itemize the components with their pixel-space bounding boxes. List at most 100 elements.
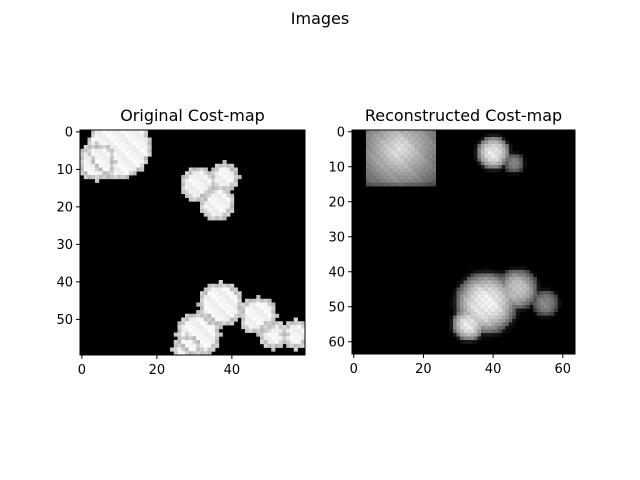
- costmap-cell: [526, 291, 531, 295]
- costmap-cell: [98, 167, 103, 172]
- costmap-cell: [508, 154, 513, 159]
- costmap-cell: [487, 291, 492, 295]
- costmap-cell: [383, 154, 388, 159]
- costmap-cell: [203, 351, 208, 356]
- costmap-cell: [519, 287, 524, 292]
- costmap-cell: [203, 343, 208, 348]
- costmap-cell: [140, 148, 145, 153]
- costmap-cell: [286, 325, 291, 330]
- costmap-cell: [226, 302, 231, 307]
- costmap-cell: [494, 161, 499, 166]
- costmap-cell: [222, 201, 227, 206]
- costmap-cell: [369, 130, 374, 134]
- costmap-cell: [466, 273, 471, 278]
- costmap-cell: [449, 322, 454, 327]
- costmap-cell: [418, 161, 423, 166]
- costmap-cell: [372, 175, 377, 180]
- costmap-cell: [508, 147, 513, 152]
- costmap-cell: [200, 186, 205, 191]
- costmap-cell: [522, 301, 527, 306]
- costmap-cell: [484, 154, 489, 159]
- costmap-cell: [418, 175, 423, 180]
- costmap-cell: [480, 333, 485, 337]
- costmap-cell: [211, 302, 216, 307]
- costmap-cell: [121, 137, 126, 142]
- costmap-cell: [211, 205, 216, 210]
- costmap-cell: [533, 287, 538, 292]
- costmap-cell: [466, 305, 471, 309]
- costmap-cell: [519, 301, 524, 306]
- costmap-cell: [515, 308, 520, 313]
- costmap-cell: [428, 137, 433, 141]
- costmap-cell: [222, 298, 227, 303]
- costmap-cell: [543, 301, 548, 306]
- costmap-cell: [460, 277, 464, 281]
- costmap-cell: [484, 277, 489, 281]
- costmap-cell: [192, 171, 197, 176]
- costmap-cell: [218, 190, 223, 195]
- costmap-cell: [463, 322, 468, 327]
- costmap-cell: [501, 161, 506, 166]
- costmap-cell: [188, 171, 193, 176]
- costmap-cell: [203, 186, 208, 191]
- costmap-cell: [515, 280, 520, 285]
- costmap-cell: [121, 133, 126, 138]
- costmap-cell: [383, 137, 388, 141]
- costmap-cell: [215, 321, 220, 326]
- costmap-cell: [365, 168, 370, 173]
- costmap-cell: [498, 154, 503, 159]
- costmap-cell: [376, 147, 381, 152]
- costmap-cell: [550, 298, 555, 302]
- costmap-cell: [267, 340, 272, 345]
- costmap-cell: [466, 287, 471, 292]
- costmap-cell: [301, 321, 306, 326]
- costmap-cell: [125, 145, 130, 150]
- costmap-cell: [463, 329, 468, 334]
- costmap-cell: [203, 208, 208, 213]
- costmap-cell: [453, 308, 457, 313]
- costmap-cell: [215, 317, 220, 322]
- costmap-cell: [512, 319, 517, 323]
- costmap-cell: [365, 175, 370, 180]
- costmap-cell: [207, 205, 212, 210]
- costmap-cell: [411, 172, 416, 176]
- costmap-cell: [463, 291, 468, 295]
- costmap-cell: [480, 270, 485, 274]
- costmap-cell: [411, 158, 416, 162]
- costmap-cell: [428, 175, 433, 180]
- costmap-cell: [494, 144, 499, 148]
- costmap-cell: [207, 317, 212, 322]
- costmap-cell: [196, 317, 201, 322]
- costmap-cell: [185, 347, 190, 352]
- costmap-cell: [498, 277, 503, 281]
- costmap-cell: [181, 186, 186, 191]
- costmap-cell: [498, 165, 503, 169]
- costmap-cell: [173, 351, 178, 356]
- costmap-cell: [470, 270, 475, 274]
- costmap-cell: [543, 291, 548, 295]
- costmap-cell: [192, 193, 197, 198]
- costmap-cell: [432, 165, 437, 169]
- costmap-cell: [177, 347, 182, 352]
- costmap-cell: [185, 193, 190, 198]
- costmap-cell: [383, 161, 388, 166]
- costmap-cell: [248, 317, 253, 322]
- costmap-cell: [407, 151, 412, 155]
- costmap-cell: [522, 277, 527, 281]
- costmap-cell: [80, 171, 85, 176]
- costmap-cell: [267, 298, 272, 303]
- y-tick-label: 20: [56, 200, 73, 215]
- costmap-cell: [260, 313, 265, 318]
- costmap-cell: [248, 306, 253, 311]
- costmap-cell: [456, 336, 461, 341]
- costmap-cell: [386, 144, 391, 148]
- costmap-cell: [470, 336, 475, 341]
- costmap-cell: [200, 201, 205, 206]
- costmap-cell: [143, 141, 148, 146]
- costmap-cell: [494, 308, 499, 313]
- costmap-cell: [421, 168, 426, 173]
- costmap-cell: [505, 305, 510, 309]
- costmap-cell: [185, 336, 190, 341]
- costmap-cell: [188, 182, 193, 187]
- costmap-cell: [192, 182, 197, 187]
